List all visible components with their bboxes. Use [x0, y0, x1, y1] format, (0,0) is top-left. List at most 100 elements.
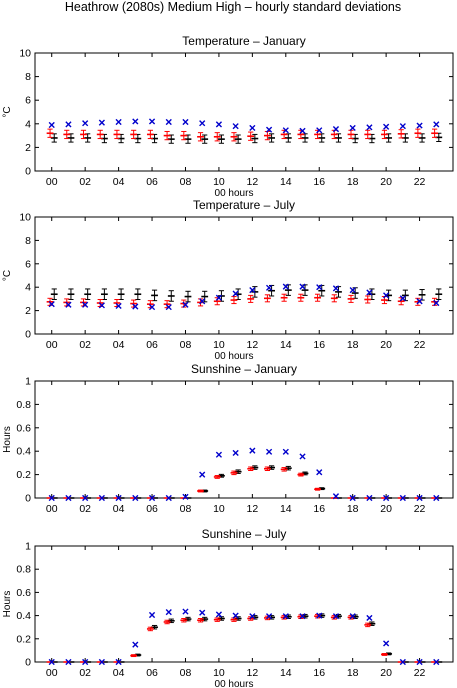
- data-point: [299, 127, 306, 134]
- error-bar: [414, 128, 422, 138]
- x-tick-label: 18: [347, 339, 359, 351]
- data-point: [199, 609, 206, 616]
- series-1: [46, 128, 439, 142]
- data-point: [332, 285, 340, 292]
- x-tick-label: 00: [46, 667, 58, 679]
- x-tick-label: 08: [180, 503, 192, 515]
- y-tick-label: 0.4: [16, 446, 31, 458]
- error-bar: [280, 293, 288, 302]
- error-bar: [251, 465, 259, 470]
- y-axis-label: Hours: [2, 426, 13, 453]
- data-point: [299, 613, 306, 620]
- data-point: [215, 451, 223, 458]
- x-tick-label: 06: [146, 176, 158, 188]
- data-point: [299, 283, 306, 290]
- chart-2: Sunshine – January 0 0.2 0.4 0.6 0.8 1 00 02 04 06…: [2, 362, 454, 515]
- error-bar: [84, 133, 92, 143]
- series-2: [48, 608, 440, 666]
- data-point: [232, 290, 239, 297]
- data-point-stroke: [182, 493, 189, 500]
- data-point-stroke: [182, 118, 189, 126]
- data-point-stroke: [366, 289, 373, 296]
- data-point: [349, 494, 356, 502]
- data-point-stroke: [65, 658, 72, 666]
- data-point: [282, 127, 289, 134]
- data-point: [416, 494, 423, 502]
- error-bar: [184, 616, 192, 622]
- data-point: [282, 283, 289, 290]
- data-point: [249, 287, 256, 294]
- error-bar: [218, 134, 225, 144]
- x-tick-label: 20: [380, 503, 392, 515]
- data-point-stroke: [265, 284, 273, 291]
- x-tick-label: 08: [180, 339, 192, 351]
- y-tick-label: 2: [25, 305, 31, 317]
- data-point: [316, 284, 323, 291]
- data-point-stroke: [148, 303, 156, 311]
- data-point-stroke: [215, 611, 223, 618]
- x-tick-label: 12: [247, 176, 259, 188]
- x-tick-label: 18: [347, 176, 359, 188]
- data-point-stroke: [115, 118, 122, 126]
- chart-3: Sunshine – July 0 0.2 0.4 0.6 0.8 1 00 02 04 06 08 1…: [2, 527, 454, 688]
- x-tick-label: 16: [313, 667, 325, 679]
- data-point-stroke: [148, 494, 156, 502]
- data-point: [383, 494, 390, 502]
- error-bar: [364, 622, 372, 628]
- figure-title: Heathrow (2080s) Medium High – hourly st…: [65, 0, 401, 14]
- error-bar: [80, 129, 87, 140]
- data-point-stroke: [265, 126, 273, 133]
- data-point: [132, 303, 139, 310]
- data-point-stroke: [399, 494, 406, 502]
- data-point-stroke: [249, 287, 256, 294]
- data-point-stroke: [433, 121, 440, 128]
- data-point: [399, 295, 406, 302]
- error-bar: [314, 487, 321, 491]
- error-bar: [184, 290, 192, 303]
- error-bar: [63, 129, 71, 140]
- data-point-stroke: [48, 494, 55, 502]
- data-point: [349, 613, 356, 620]
- data-point-stroke: [132, 118, 139, 125]
- error-bar: [96, 129, 104, 140]
- data-point: [82, 658, 89, 666]
- data-point-stroke: [366, 614, 373, 622]
- data-point-stroke: [232, 123, 239, 130]
- error-bar: [213, 617, 221, 622]
- data-point-stroke: [282, 283, 289, 290]
- y-axis-label: °C: [2, 270, 13, 281]
- plot-frame: [34, 380, 454, 499]
- data-point-stroke: [98, 658, 105, 666]
- error-bar: [264, 466, 271, 472]
- x-tick-label: 22: [414, 176, 426, 188]
- x-tick-label: 02: [79, 503, 91, 515]
- y-tick-label: 8: [25, 235, 31, 247]
- data-point: [48, 121, 55, 129]
- x-tick-label: 00: [46, 339, 58, 351]
- error-bar: [314, 293, 321, 302]
- x-tick-label: 14: [280, 503, 292, 515]
- x-tick-label: 04: [113, 667, 125, 679]
- data-point: [249, 124, 256, 132]
- data-point-stroke: [299, 127, 306, 134]
- data-point: [82, 494, 89, 502]
- error-bar: [50, 133, 58, 143]
- y-tick-label: 0.8: [16, 564, 31, 576]
- data-point-stroke: [165, 303, 172, 311]
- y-tick-label: 0.4: [16, 610, 31, 622]
- x-tick-label: 10: [213, 339, 225, 351]
- data-point-stroke: [399, 295, 406, 302]
- error-bar: [364, 295, 372, 304]
- data-point: [48, 301, 55, 308]
- data-point-stroke: [349, 124, 356, 132]
- data-point-stroke: [316, 284, 323, 291]
- error-bar: [146, 129, 154, 140]
- y-tick-label: 0.2: [16, 633, 31, 645]
- data-point-stroke: [65, 494, 72, 502]
- error-bar: [213, 475, 221, 479]
- data-point-stroke: [349, 287, 356, 294]
- x-axis-label: 00 hours: [215, 188, 254, 199]
- data-point-stroke: [165, 118, 172, 126]
- error-bar: [151, 289, 158, 302]
